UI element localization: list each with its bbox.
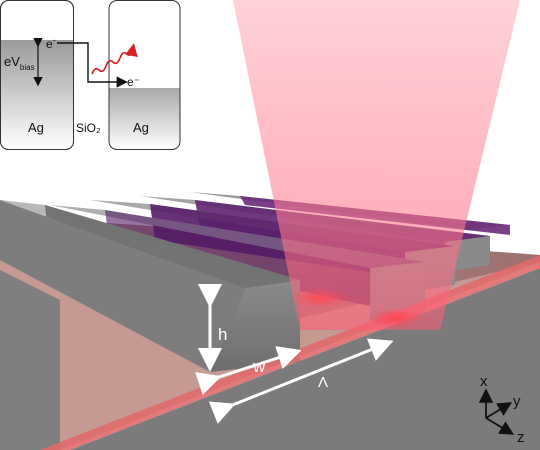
h-label: h [218, 325, 227, 344]
axis-y-label: y [513, 393, 521, 410]
bias-label: eVbias [4, 54, 35, 72]
coordinate-axes: x y z [478, 373, 525, 446]
period-label: Λ [318, 374, 328, 391]
tunneling-electron-arrow [57, 42, 128, 88]
axis-x-label: x [480, 373, 488, 390]
barrier-label: SiO₂ [76, 121, 101, 135]
left-ag-box: Ag [0, 0, 74, 150]
left-block [0, 270, 60, 450]
axis-z-label: z [517, 429, 525, 446]
w-label: w [252, 357, 266, 376]
light-beam [233, 0, 520, 330]
dimension-period: Λ [208, 338, 394, 424]
electron-out-label: e⁻ [127, 75, 140, 89]
right-ag-label: Ag [133, 120, 149, 135]
electron-label: e- [46, 35, 56, 51]
left-ag-label: Ag [28, 120, 44, 135]
right-ag-box: Ag [108, 0, 181, 150]
emitted-photon-wavy-arrow [91, 43, 138, 75]
band-diagram-inset: Ag Ag SiO₂ eVbias e- e⁻ [0, 0, 181, 150]
